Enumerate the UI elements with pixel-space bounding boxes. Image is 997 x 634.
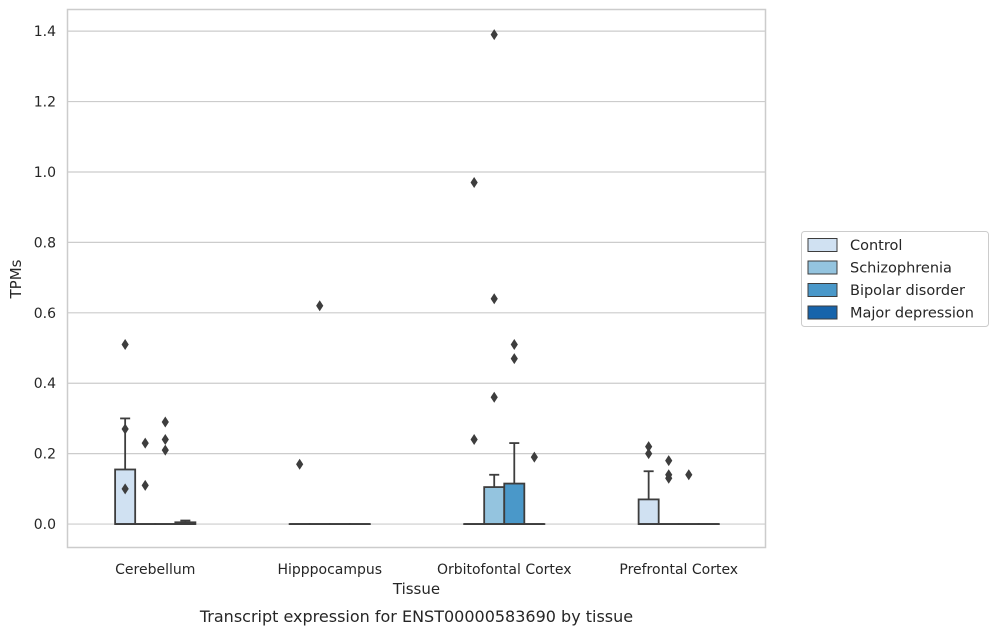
x-tick-label: Orbitofontal Cortex	[437, 562, 572, 578]
y-tick-label: 1.0	[34, 165, 56, 181]
box-schizophrenia	[134, 437, 157, 525]
plot-frame	[66, 8, 767, 549]
box-bipolar-disorder	[677, 469, 700, 525]
outlier-point	[490, 29, 498, 41]
outlier-point	[161, 416, 169, 428]
outlier-point	[645, 448, 653, 460]
y-tick-labels: 0.0 0.2 0.4 0.6 0.8 1.0 1.2 1.4	[34, 24, 56, 533]
box-bipolar-disorder	[503, 338, 526, 525]
box-body	[483, 486, 506, 525]
legend-swatch	[807, 305, 838, 320]
outlier-point	[490, 391, 498, 403]
box-body	[637, 498, 660, 525]
box-control	[463, 177, 486, 525]
legend-swatch	[807, 238, 838, 252]
outlier-point	[510, 338, 518, 350]
y-tick-label: 0.6	[34, 306, 56, 322]
box-control	[114, 338, 137, 525]
x-tick-label: Prefrontal Cortex	[619, 562, 738, 578]
legend-label: Major depression	[850, 306, 974, 322]
outlier-point	[470, 434, 478, 446]
outlier-point	[161, 434, 169, 446]
box-bipolar-disorder	[154, 416, 177, 525]
outlier-point	[296, 458, 304, 470]
y-axis-title: TPMs	[7, 259, 25, 299]
outlier-point	[645, 441, 653, 453]
outlier-point	[685, 469, 693, 481]
box-body	[503, 482, 526, 525]
x-tick-labels: Cerebellum Hipppocampus Orbitofontal Corte…	[115, 562, 738, 578]
y-gridlines	[68, 30, 766, 525]
legend-label: Schizophrenia	[850, 261, 952, 277]
legend-label: Bipolar disorder	[850, 283, 965, 299]
x-tick-label: Cerebellum	[115, 562, 195, 578]
outlier-point	[121, 338, 129, 350]
outlier-point	[490, 293, 498, 305]
y-tick-label: 1.4	[34, 24, 56, 40]
legend-frame	[801, 231, 989, 327]
x-tick-label: Hipppocampus	[277, 562, 382, 578]
box-schizophrenia	[308, 300, 331, 525]
outlier-point	[121, 423, 129, 435]
y-tick-label: 0.8	[34, 235, 56, 251]
outlier-point	[510, 353, 518, 365]
outlier-point	[161, 444, 169, 456]
legend: Control Schizophrenia Bipolar disorder Majo…	[801, 231, 989, 327]
box-schizophrenia	[483, 29, 506, 525]
outlier-point	[121, 483, 129, 495]
box-major-depression	[523, 451, 546, 525]
outlier-point	[530, 451, 538, 463]
box-major-depression	[174, 519, 197, 525]
outlier-point	[141, 479, 149, 491]
box-schizophrenia	[657, 455, 680, 525]
box-body	[114, 468, 137, 525]
figure-caption: Transcript expression for ENST0000058369…	[199, 607, 633, 626]
outlier-point	[665, 455, 673, 467]
x-axis-title: Tissue	[392, 580, 440, 598]
y-tick-label: 0.2	[34, 447, 56, 463]
legend-swatch	[807, 260, 838, 275]
legend-label: Control	[850, 238, 902, 254]
y-tick-label: 0.0	[34, 517, 56, 533]
box-series	[114, 29, 720, 525]
y-tick-label: 1.2	[34, 95, 56, 111]
outlier-point	[316, 300, 324, 312]
y-tick-label: 0.4	[34, 376, 56, 392]
box-control	[288, 458, 311, 525]
outlier-point	[665, 469, 673, 481]
outlier-point	[141, 437, 149, 449]
legend-swatch	[807, 283, 838, 297]
box-control	[637, 441, 660, 525]
outlier-point	[470, 177, 478, 189]
